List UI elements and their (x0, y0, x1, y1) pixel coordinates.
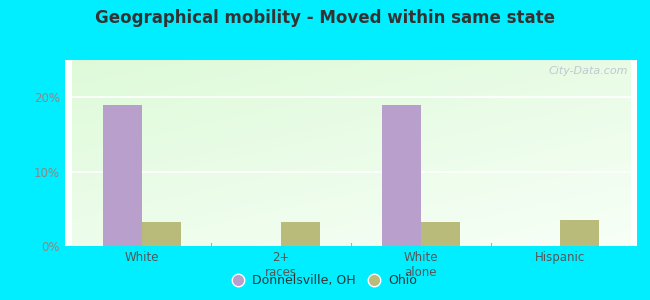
Legend: Donnelsville, OH, Ohio: Donnelsville, OH, Ohio (229, 270, 421, 291)
Bar (560, 220, 599, 246)
Bar (281, 222, 320, 246)
Text: Geographical mobility - Moved within same state: Geographical mobility - Moved within sam… (95, 9, 555, 27)
Text: City-Data.com: City-Data.com (549, 66, 629, 76)
Bar (421, 222, 460, 246)
Bar (382, 105, 421, 246)
Bar (142, 222, 181, 246)
Bar (103, 105, 142, 246)
